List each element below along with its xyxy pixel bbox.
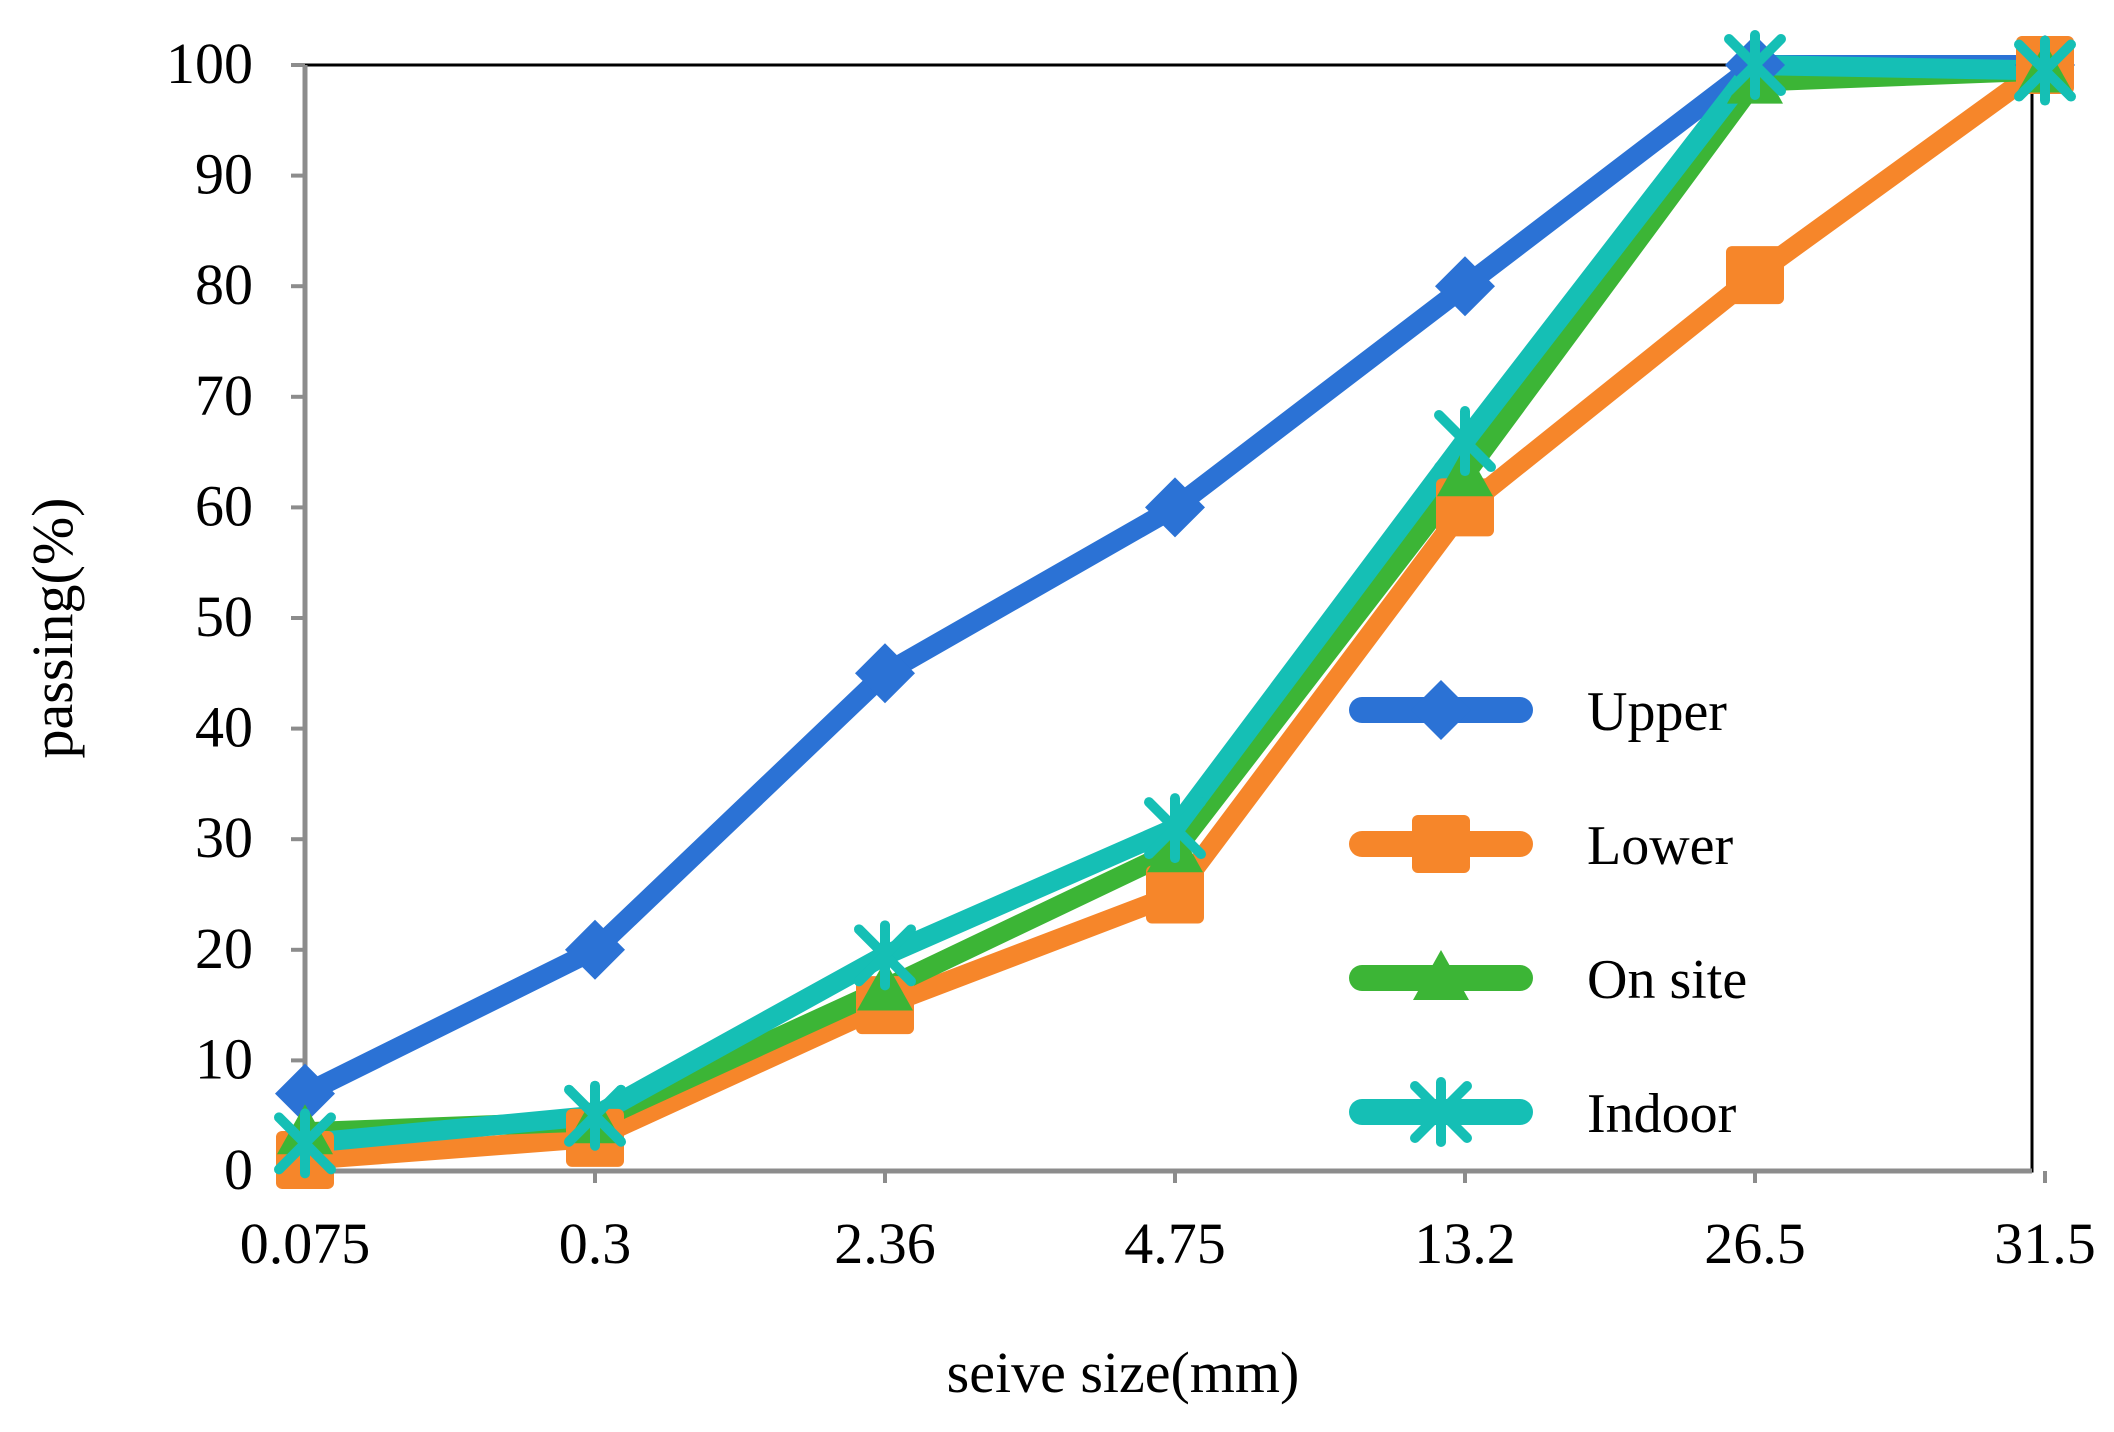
- data-point-indoor: [854, 920, 916, 991]
- legend-marker-on-site: [1413, 950, 1469, 1000]
- legend-label-upper: Upper: [1587, 681, 1727, 743]
- y-tick-label: 30: [195, 805, 253, 870]
- plot-area: [303, 63, 2034, 1173]
- data-point-upper: [1435, 256, 1495, 317]
- legend-marker-lower: [1412, 815, 1470, 873]
- data-point-upper: [565, 919, 625, 980]
- y-tick-label: 90: [195, 142, 253, 207]
- data-point-indoor: [1724, 30, 1786, 100]
- data-point-upper: [1145, 477, 1205, 538]
- data-point-upper: [275, 1063, 335, 1124]
- data-point-indoor: [564, 1080, 626, 1151]
- x-tick-label: 2.36: [834, 1211, 936, 1276]
- y-tick-label: 80: [195, 252, 253, 317]
- y-tick-label: 70: [195, 363, 253, 428]
- legend-label-lower: Lower: [1587, 815, 1734, 877]
- data-point-indoor: [2014, 35, 2076, 106]
- data-point-indoor: [1434, 406, 1496, 477]
- y-tick-label: 0: [224, 1137, 253, 1202]
- data-point-lower: [1726, 246, 1784, 305]
- data-point-indoor: [1144, 793, 1206, 864]
- x-tick-label: 26.5: [1704, 1211, 1806, 1276]
- y-tick-label: 40: [195, 695, 253, 760]
- y-axis-title: passing(%): [20, 498, 85, 759]
- y-tick-label: 60: [195, 473, 253, 538]
- y-axis-ticks: 0 10 20 30 40 50 60 70 80 90 100: [166, 31, 305, 1202]
- data-point-upper: [855, 643, 915, 704]
- series-markers: [274, 30, 2076, 1189]
- legend-label-indoor: Indoor: [1587, 1083, 1737, 1145]
- x-tick-label: 31.5: [1994, 1211, 2096, 1276]
- x-tick-label: 0.3: [559, 1211, 632, 1276]
- legend-label-on-site: On site: [1587, 949, 1747, 1011]
- x-axis-ticks: 0.075 0.3 2.36 4.75 13.2 26.5 31.5: [240, 1171, 2096, 1276]
- x-tick-label: 0.075: [240, 1211, 371, 1276]
- y-tick-label: 10: [195, 1026, 253, 1091]
- legend-marker-indoor: [1410, 1077, 1472, 1147]
- x-axis-title: seive size(mm): [947, 1340, 1300, 1405]
- data-point-indoor: [274, 1108, 336, 1179]
- legend-marker-upper: [1411, 680, 1471, 740]
- y-tick-label: 20: [195, 916, 253, 981]
- x-tick-label: 13.2: [1414, 1211, 1516, 1276]
- data-point-lower: [1146, 865, 1204, 924]
- y-tick-label: 100: [166, 31, 253, 96]
- x-tick-label: 4.75: [1124, 1211, 1226, 1276]
- y-tick-label: 50: [195, 584, 253, 649]
- legend: Upper Lower On site Indoor: [1349, 680, 1747, 1147]
